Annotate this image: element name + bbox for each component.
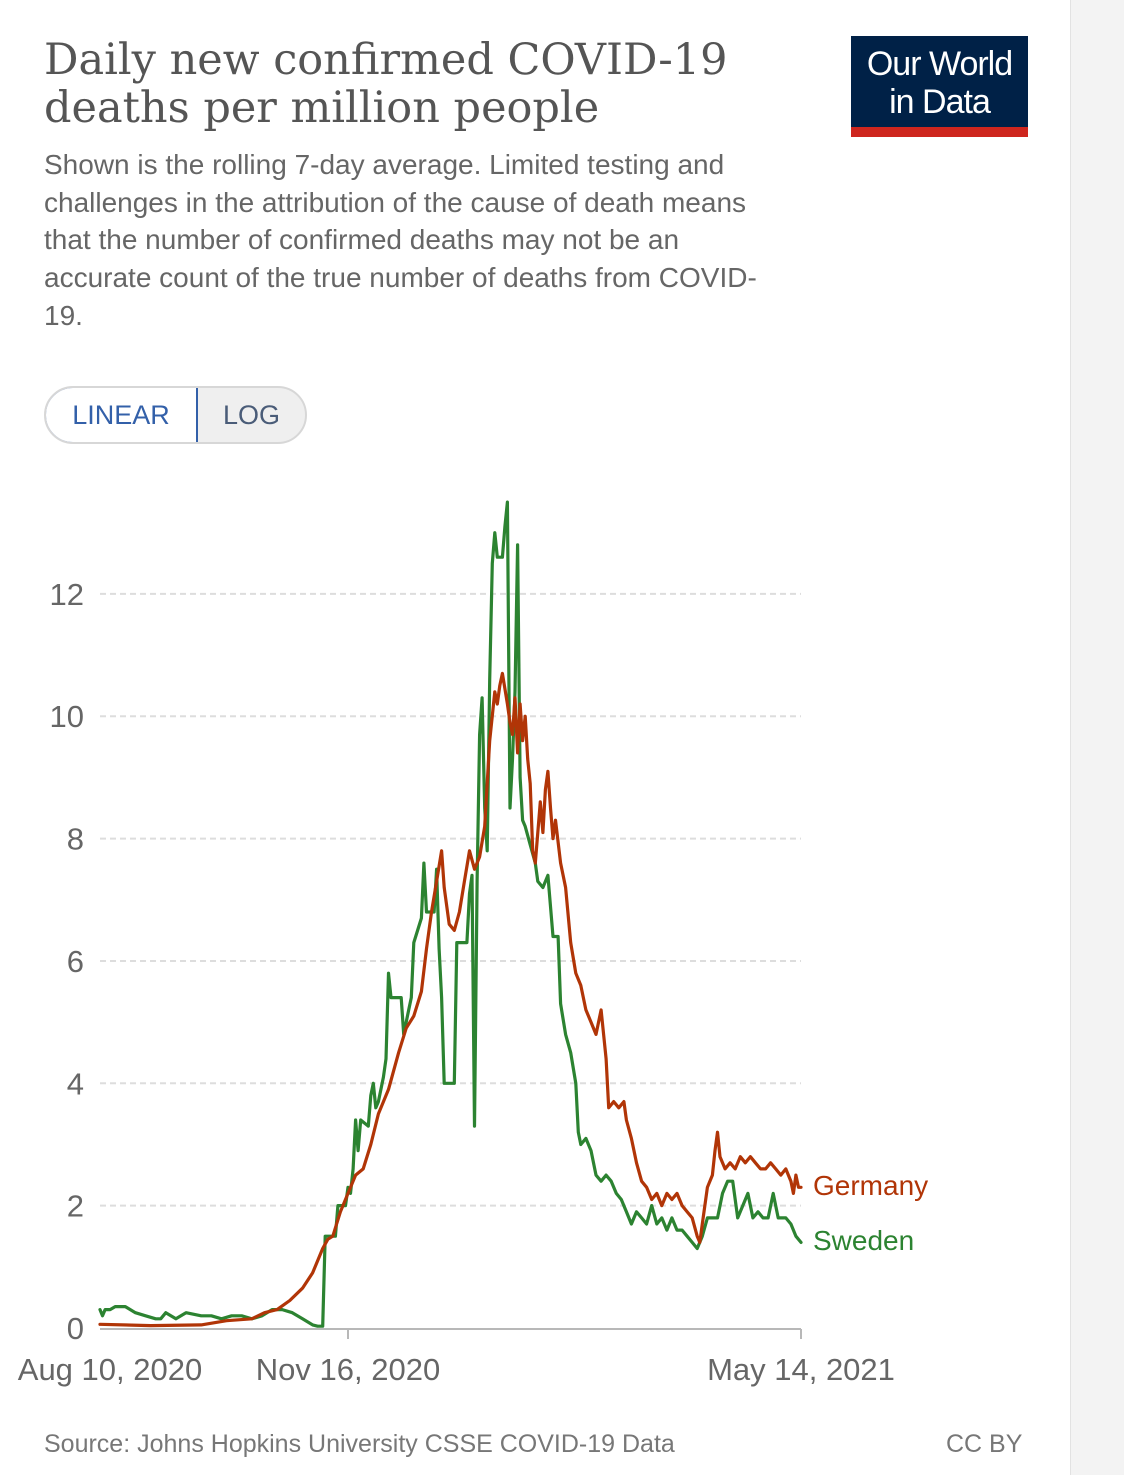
y-tick-label: 0 <box>67 1311 84 1346</box>
x-tick-label: May 14, 2021 <box>707 1352 895 1387</box>
logo-line-2: in Data <box>889 83 991 121</box>
license-link[interactable]: CC BY <box>946 1430 1023 1458</box>
series-label-germany[interactable]: Germany <box>813 1170 928 1201</box>
logo-line-1: Our World <box>866 45 1013 83</box>
series-line-germany[interactable] <box>98 671 803 1328</box>
owid-logo[interactable]: Our World in Data <box>851 36 1028 137</box>
x-tick-label: Nov 16, 2020 <box>256 1352 440 1387</box>
page-edge-strip <box>1070 0 1124 1475</box>
line-chart: 0 2 4 6 8 10 12 Aug 10, 2020 Nov 16, 2020 May 14,… <box>18 500 928 1387</box>
linear-scale-button[interactable]: LINEAR <box>46 388 198 442</box>
y-tick-label: 2 <box>67 1189 84 1224</box>
scale-toggle: LINEAR LOG <box>44 386 307 444</box>
chart-title: Daily new confirmed COVID-19 deaths per … <box>44 35 728 133</box>
grid-lines <box>100 592 801 1207</box>
log-scale-button[interactable]: LOG <box>222 399 281 430</box>
series-lines <box>98 500 803 1328</box>
axes: 0 2 4 6 8 10 12 Aug 10, 2020 Nov 16, 2020 May 14,… <box>18 577 895 1387</box>
source-note[interactable]: Source: Johns Hopkins University CSSE CO… <box>44 1430 675 1458</box>
y-tick-label: 4 <box>67 1066 84 1101</box>
series-label-sweden[interactable]: Sweden <box>813 1225 914 1256</box>
chart-subtitle: Shown is the rolling 7-day average. Limi… <box>44 149 757 331</box>
x-tick-label: Aug 10, 2020 <box>18 1352 202 1387</box>
y-tick-label: 8 <box>67 822 84 857</box>
y-tick-label: 6 <box>67 944 84 979</box>
series-labels: Germany Sweden <box>813 1170 928 1256</box>
series-line-sweden[interactable] <box>98 500 803 1328</box>
y-tick-label: 12 <box>50 577 84 612</box>
y-tick-label: 10 <box>50 699 84 734</box>
